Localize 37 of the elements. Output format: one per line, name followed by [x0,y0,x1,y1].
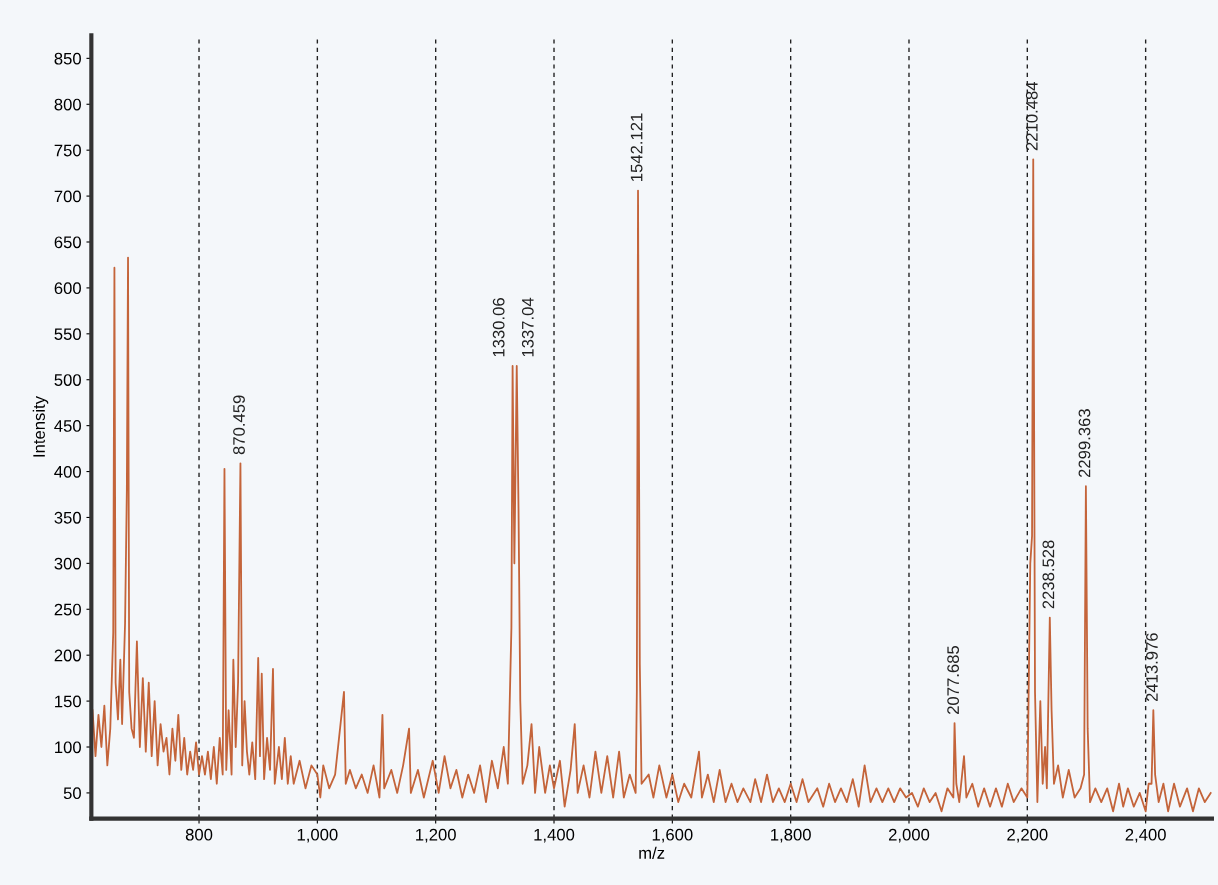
x-tick-label: 1,600 [652,828,693,843]
y-tick-label: 250 [54,603,81,616]
x-tick-label: 1,000 [297,828,338,843]
y-tick-label: 550 [54,328,81,341]
annotation: 2077.685 [947,645,960,714]
annotation: 1337.04 [521,297,534,357]
y-tick-label: 700 [54,190,81,203]
y-tick-label: 300 [54,557,81,570]
annotation: 1542.121 [630,113,643,181]
y-tick-label: 50 [63,787,81,800]
annotation: 2210.484 [1025,82,1038,151]
x-tick-label: 1,800 [771,828,811,843]
x-axis-title: m/z [639,846,665,859]
annotation: 870.459 [233,395,245,455]
y-tick-label: 500 [54,374,81,386]
y-tick-label: 200 [54,649,81,662]
y-tick-label: 600 [54,282,81,295]
y-tick-label: 150 [55,695,81,708]
y-tick-label: 350 [54,511,81,524]
x-tick-label: 1,400 [534,828,575,843]
x-tick-label: 800 [185,828,213,841]
y-tick-label: 650 [54,236,81,249]
y-tick-label: 400 [54,465,81,478]
annotation: 1330.06 [492,298,505,357]
y-axis-title: Intensity [32,396,49,457]
annotation: 2238.528 [1042,540,1055,609]
y-tick-label: 750 [54,144,81,157]
y-tick-label: 100 [55,741,81,754]
x-tick-label: 2,400 [1125,828,1166,843]
y-tick-label: 850 [54,52,81,65]
x-tick-label: 2,200 [1007,828,1048,843]
y-tick-label: 450 [54,420,81,432]
x-tick-label: 2,000 [888,828,930,843]
x-tick-label: 1,200 [416,828,456,843]
annotation: 2413.976 [1146,633,1158,702]
y-tick-label: 800 [54,98,81,111]
annotation: 2299.363 [1078,409,1091,478]
